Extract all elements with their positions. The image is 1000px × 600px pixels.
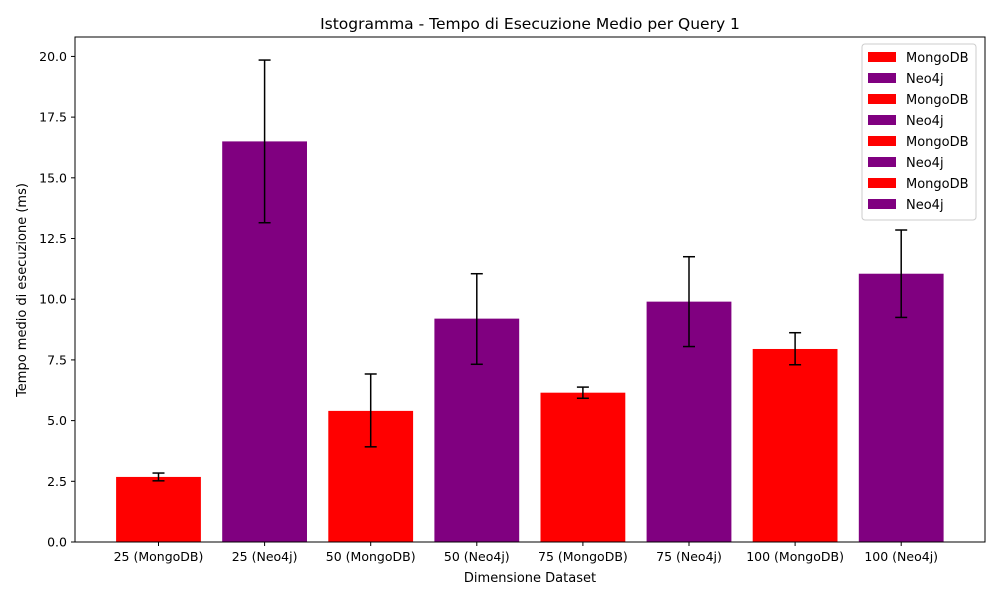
x-tick-label: 50 (Neo4j) <box>444 549 510 564</box>
y-tick-label: 20.0 <box>39 49 67 64</box>
bar-mongodb-6 <box>752 348 838 542</box>
x-tick-label: 100 (MongoDB) <box>746 549 844 564</box>
legend-label: MongoDB <box>906 93 969 108</box>
x-tick-label: 25 (MongoDB) <box>114 549 204 564</box>
legend-box <box>861 43 977 221</box>
x-tick-label: 25 (Neo4j) <box>232 549 298 564</box>
y-tick-label: 5.0 <box>47 413 67 428</box>
legend-label: Neo4j <box>906 72 944 87</box>
chart-title: Istogramma - Tempo di Esecuzione Medio p… <box>320 15 740 33</box>
bar-mongodb-4 <box>540 392 626 542</box>
error-bar <box>683 255 695 348</box>
y-axis-label: Tempo medio di esecuzione (ms) <box>15 183 30 398</box>
y-tick-label: 2.5 <box>47 474 67 489</box>
error-bar <box>789 331 802 366</box>
x-tick-label: 100 (Neo4j) <box>864 549 938 564</box>
legend-label: Neo4j <box>906 156 944 171</box>
legend-swatch-mongodb <box>868 136 896 146</box>
x-axis-label: Dimensione Dataset <box>464 571 596 586</box>
y-tick-label: 15.0 <box>39 170 67 185</box>
legend-swatch-neo4j <box>868 199 896 209</box>
legend-swatch-neo4j <box>868 115 896 125</box>
bar-mongodb-0 <box>116 476 201 542</box>
x-tick-label: 50 (MongoDB) <box>326 549 416 564</box>
legend-swatch-mongodb <box>868 52 896 62</box>
error-bar <box>470 272 483 366</box>
legend-label: MongoDB <box>906 177 969 192</box>
y-tick-label: 7.5 <box>47 352 67 367</box>
legend-label: MongoDB <box>906 135 969 150</box>
legend-label: Neo4j <box>906 198 944 213</box>
bars-layer <box>116 141 944 542</box>
axes-layer: 25 (MongoDB) 25 (Neo4j) 50 (MongoDB) 50 (Ne… <box>39 36 986 564</box>
legend-swatch-neo4j <box>868 73 896 83</box>
legend-swatch-mongodb <box>868 178 896 188</box>
plot-frame <box>74 36 986 543</box>
legend: MongoDB Neo4j MongoDB Neo4j MongoDB Neo4j Mong… <box>861 43 977 221</box>
y-tick-label: 0.0 <box>47 535 67 550</box>
legend-label: MongoDB <box>906 51 969 66</box>
error-bar <box>895 229 908 319</box>
legend-swatch-mongodb <box>868 94 896 104</box>
error-bars-layer <box>152 59 908 482</box>
error-bar <box>152 472 165 482</box>
error-bar <box>258 59 271 224</box>
bar-neo4j-7 <box>858 273 944 542</box>
y-tick-label: 10.0 <box>39 292 67 307</box>
y-tick-label: 17.5 <box>39 110 67 125</box>
y-tick-label: 12.5 <box>39 231 67 246</box>
error-bar <box>576 386 589 400</box>
x-tick-label: 75 (Neo4j) <box>656 549 722 564</box>
error-bar <box>364 373 377 448</box>
legend-swatch-neo4j <box>868 157 896 167</box>
legend-label: Neo4j <box>906 114 944 129</box>
x-tick-label: 75 (MongoDB) <box>538 549 628 564</box>
